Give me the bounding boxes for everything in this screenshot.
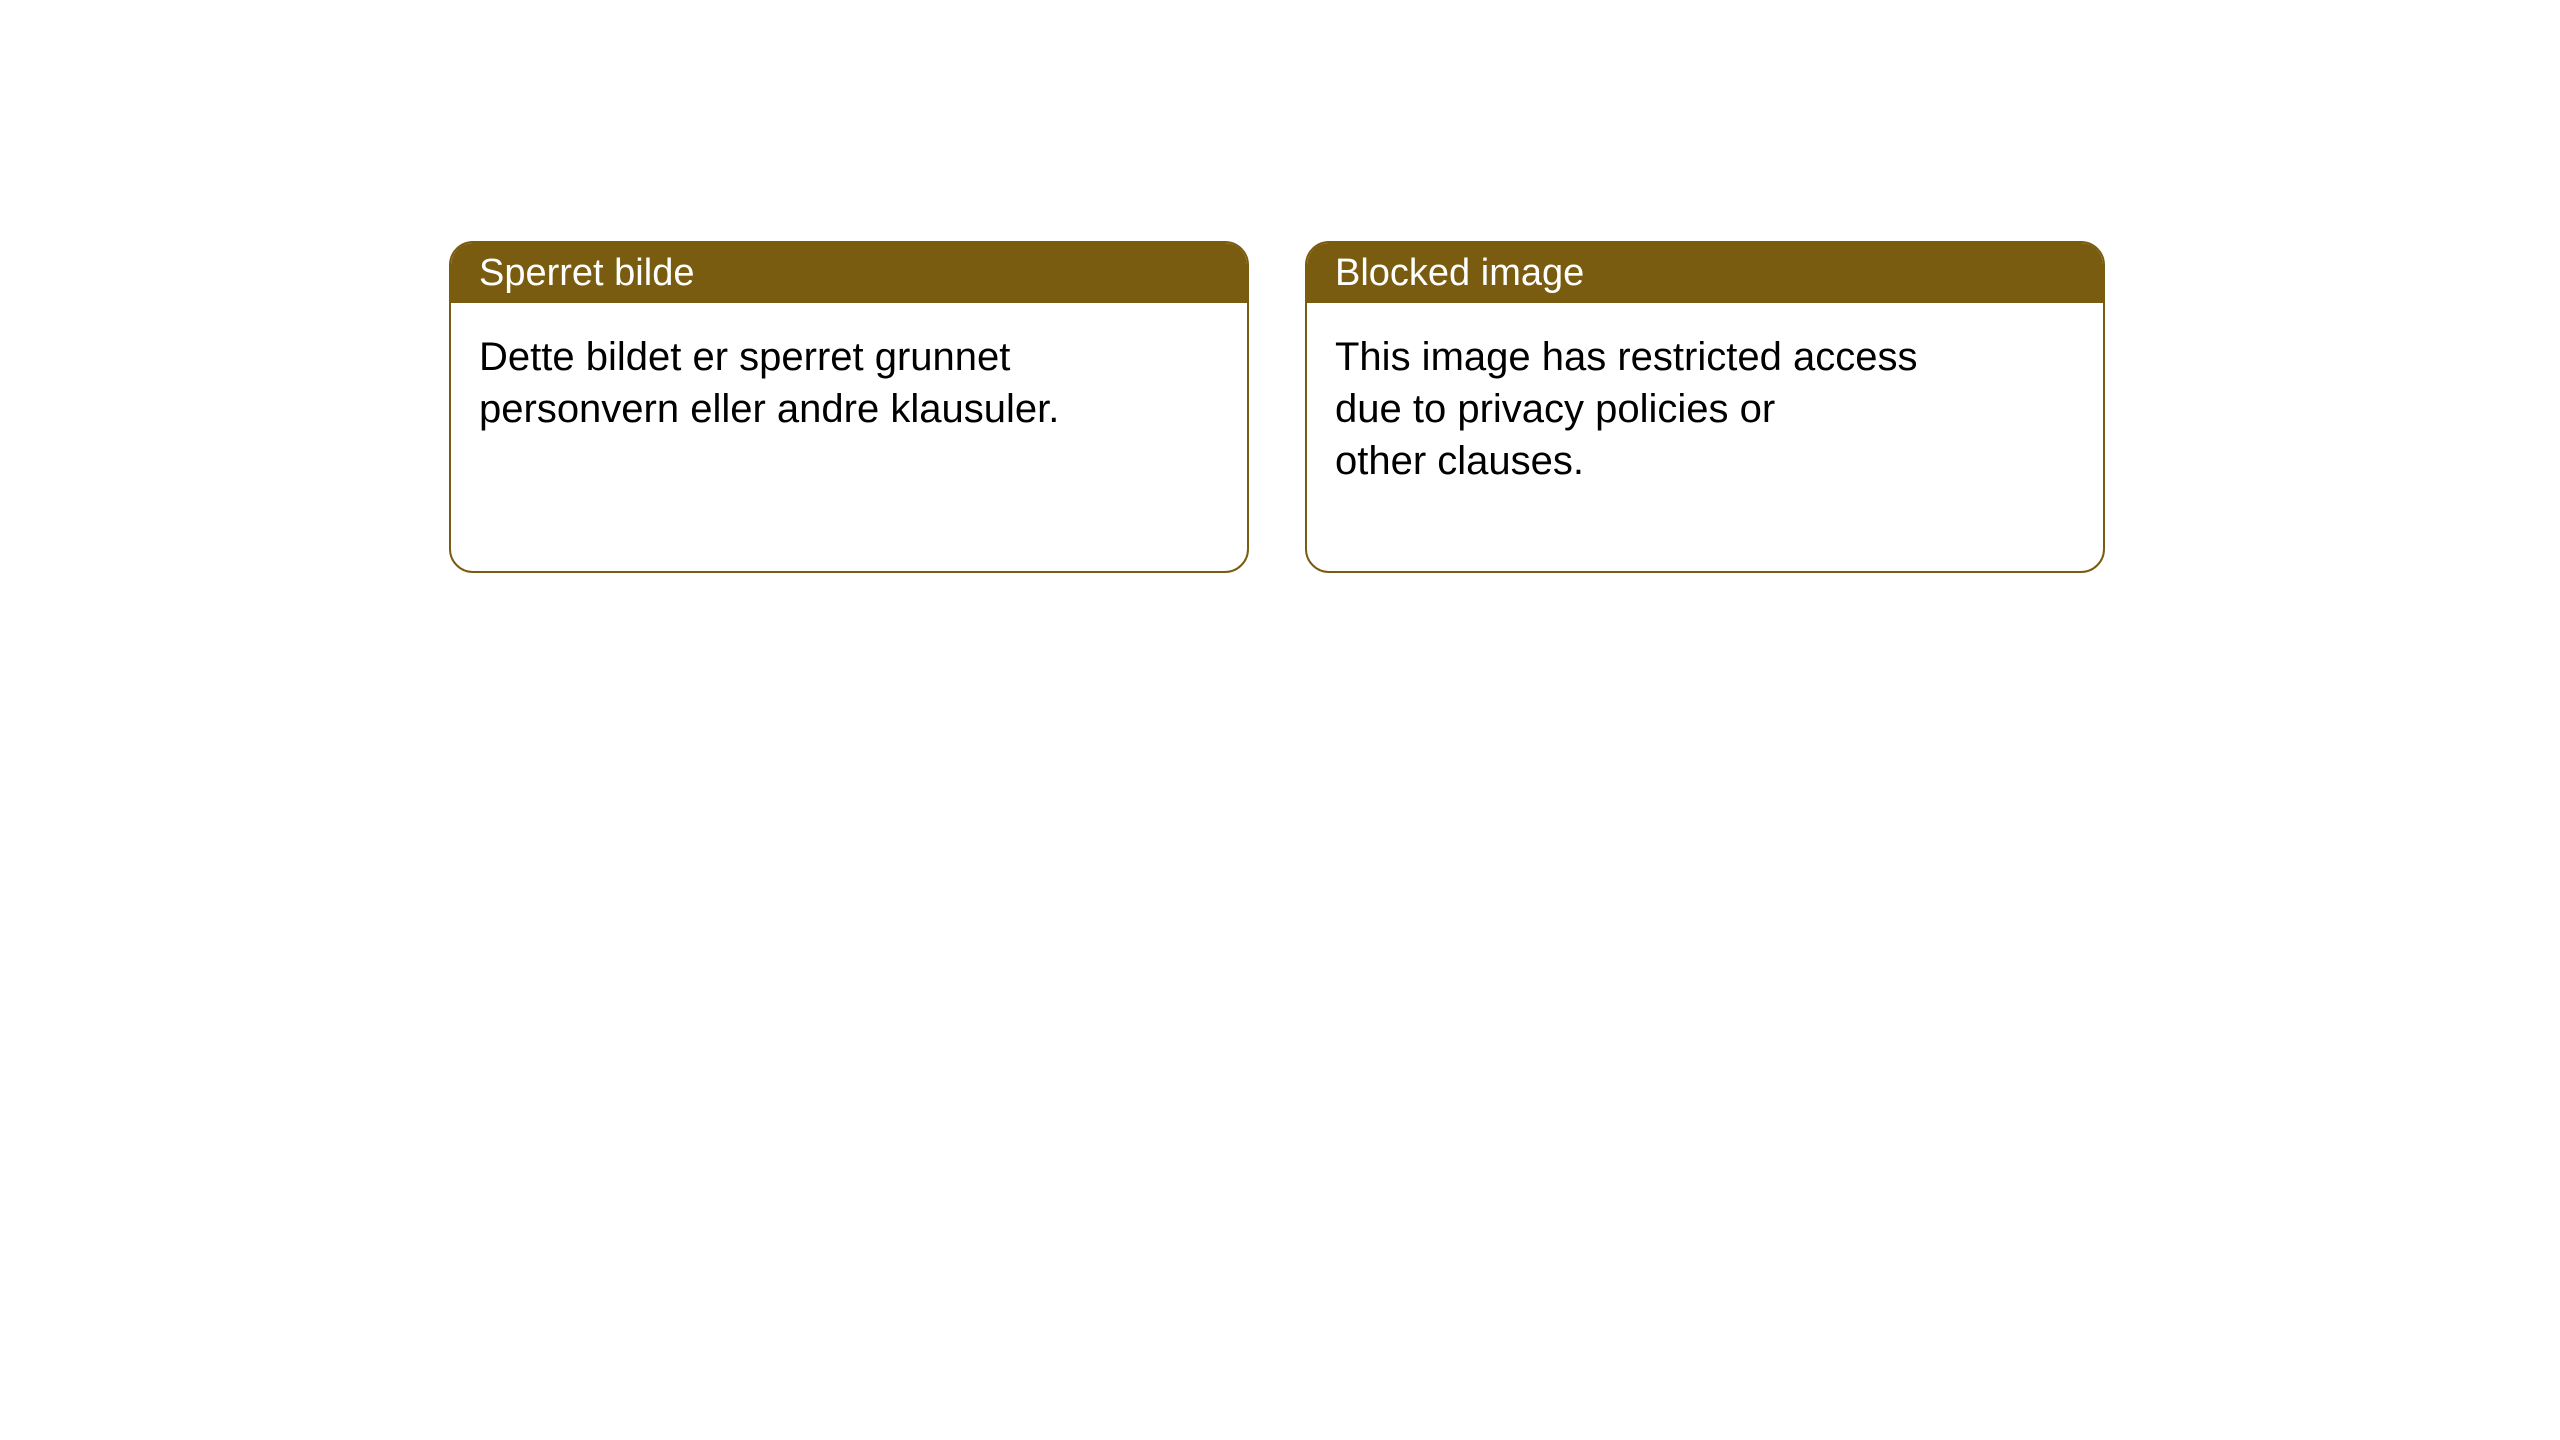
card-header-no: Sperret bilde (451, 243, 1247, 303)
blocked-image-card-no: Sperret bilde Dette bildet er sperret gr… (449, 241, 1249, 573)
card-header-en: Blocked image (1307, 243, 2103, 303)
blocked-image-card-en: Blocked image This image has restricted … (1305, 241, 2105, 573)
page-canvas: Sperret bilde Dette bildet er sperret gr… (0, 0, 2560, 1440)
card-body-en: This image has restricted access due to … (1307, 303, 2103, 515)
card-title-en: Blocked image (1335, 252, 1584, 295)
card-title-no: Sperret bilde (479, 252, 694, 295)
card-body-no: Dette bildet er sperret grunnet personve… (451, 303, 1247, 463)
